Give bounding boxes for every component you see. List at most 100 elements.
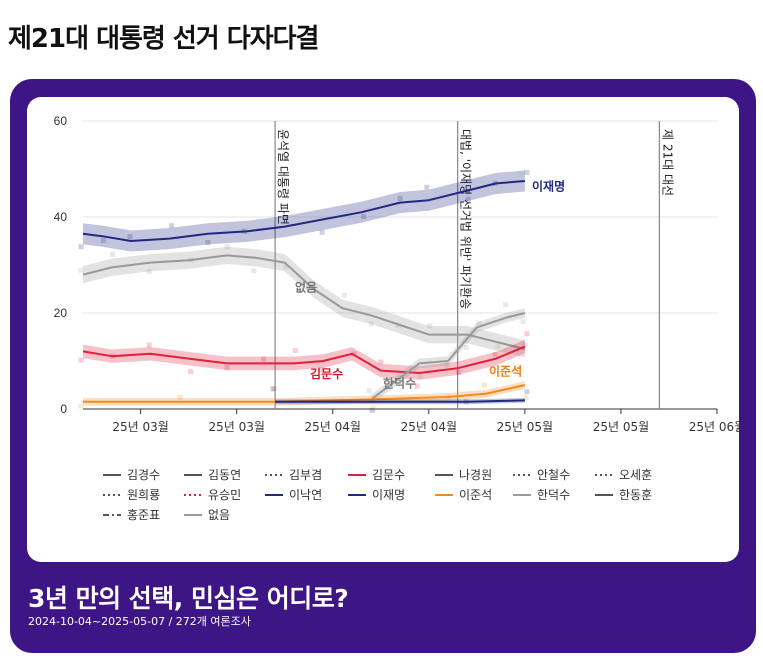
poll-point bbox=[424, 184, 430, 190]
x-tick-label: 25년 05월 bbox=[497, 420, 553, 434]
series-line bbox=[82, 180, 525, 242]
poll-point bbox=[492, 351, 498, 357]
poll-point bbox=[503, 302, 509, 308]
legend-label: 이재명 bbox=[372, 488, 405, 502]
poll-point bbox=[520, 319, 526, 325]
series-line bbox=[83, 384, 526, 403]
poll-point bbox=[369, 407, 375, 413]
poll-point bbox=[366, 388, 372, 394]
poll-point bbox=[341, 292, 347, 298]
poll-point bbox=[378, 359, 384, 365]
poll-point bbox=[456, 370, 462, 376]
poll-point bbox=[481, 382, 487, 388]
x-tick-label: 25년 04월 bbox=[401, 420, 457, 434]
poll-point bbox=[368, 321, 374, 327]
series-line bbox=[82, 345, 526, 374]
event-label: 대법, '이재명 선거법 위반' 파기환송 bbox=[459, 129, 473, 309]
legend-label: 안철수 bbox=[537, 468, 570, 482]
poll-point bbox=[224, 244, 230, 250]
poll-point bbox=[146, 268, 152, 274]
legend-label: 유승민 bbox=[208, 488, 241, 502]
poll-point bbox=[78, 244, 84, 250]
poll-point bbox=[224, 365, 230, 371]
poll-point bbox=[522, 342, 528, 348]
poll-point bbox=[283, 264, 289, 270]
poll-point bbox=[417, 373, 423, 379]
poll-point bbox=[292, 347, 298, 353]
series-label: 이재명 bbox=[532, 179, 565, 194]
legend-label: 한덕수 bbox=[537, 488, 570, 502]
legend-label: 없음 bbox=[208, 508, 230, 522]
poll-point bbox=[270, 386, 276, 392]
poll-point bbox=[465, 196, 471, 202]
poll-point bbox=[319, 229, 325, 235]
x-tick-label: 25년 04월 bbox=[305, 420, 361, 434]
legend-label: 김동연 bbox=[208, 468, 241, 482]
series-label: 이준석 bbox=[489, 363, 522, 378]
y-tick-label: 40 bbox=[54, 210, 68, 224]
series-line bbox=[82, 254, 526, 350]
poll-point bbox=[414, 383, 420, 389]
poll-point bbox=[427, 323, 433, 329]
poll-point bbox=[495, 343, 501, 349]
series-label: 한덕수 bbox=[383, 375, 416, 390]
series-band bbox=[83, 170, 525, 252]
series-label: 김문수 bbox=[310, 366, 343, 381]
legend-label: 이준석 bbox=[459, 488, 492, 502]
legend-label: 오세훈 bbox=[619, 468, 652, 482]
poll-point bbox=[476, 320, 482, 326]
poll-point bbox=[351, 351, 357, 357]
poll-point bbox=[524, 389, 530, 395]
poll-point bbox=[524, 331, 530, 337]
series-band bbox=[83, 381, 525, 406]
x-tick-label: 25년 05월 bbox=[593, 420, 649, 434]
poll-point bbox=[205, 239, 211, 245]
series-line bbox=[370, 312, 526, 401]
poll-point bbox=[251, 268, 257, 274]
poll-point bbox=[361, 214, 367, 220]
x-tick-label: 25년 06월 bbox=[689, 420, 739, 434]
poll-point bbox=[370, 405, 376, 411]
poll-point bbox=[177, 394, 183, 400]
poll-point bbox=[310, 282, 316, 288]
poll-point bbox=[261, 356, 267, 362]
poll-point bbox=[444, 362, 450, 368]
legend-label: 이낙연 bbox=[289, 488, 322, 502]
x-tick-label: 25년 03월 bbox=[208, 420, 264, 434]
series-line bbox=[275, 399, 525, 403]
legend-label: 김문수 bbox=[372, 468, 405, 482]
series-band bbox=[83, 339, 525, 380]
poll-point bbox=[523, 395, 529, 401]
legend-label: 김부겸 bbox=[289, 468, 322, 482]
chart-panel: 0 20 40 60 25년 03월 25년 03월 25년 04월 25년 04월 25년 0… bbox=[27, 97, 739, 562]
poll-point bbox=[397, 195, 403, 201]
poll-point bbox=[78, 267, 84, 273]
series-label: 없음 bbox=[295, 279, 317, 294]
y-tick-label: 60 bbox=[54, 114, 68, 128]
poll-point bbox=[463, 345, 469, 351]
poll-chart: 0 20 40 60 25년 03월 25년 03월 25년 04월 25년 04월 25년 0… bbox=[54, 114, 739, 522]
poll-point bbox=[168, 223, 174, 229]
poll-point bbox=[524, 169, 530, 175]
legend-label: 한동훈 bbox=[619, 488, 652, 502]
poll-point bbox=[78, 403, 84, 409]
series-band bbox=[371, 308, 525, 405]
x-tick-label: 25년 03월 bbox=[112, 420, 168, 434]
page-title: 제21대 대통령 선거 다자다결 bbox=[8, 24, 319, 54]
legend-label: 원희룡 bbox=[127, 488, 160, 502]
poll-point bbox=[188, 369, 194, 375]
event-label: 제 21대 대선 bbox=[660, 129, 674, 196]
legend-label: 홍준표 bbox=[127, 508, 160, 522]
event-label: 윤석열 대통령 파면 bbox=[276, 129, 290, 225]
card-subtitle: 2024-10-04~2025-05-07 / 272개 여론조사 bbox=[28, 615, 251, 628]
poll-point bbox=[271, 386, 277, 392]
poll-point bbox=[319, 367, 325, 373]
poll-point bbox=[283, 215, 289, 221]
chart-card: 0 20 40 60 25년 03월 25년 03월 25년 04월 25년 04월 25년 0… bbox=[10, 79, 756, 653]
poll-point bbox=[146, 342, 152, 348]
y-tick-label: 0 bbox=[60, 402, 67, 416]
card-headline: 3년 만의 선택, 민심은 어디로? bbox=[28, 584, 349, 613]
poll-point bbox=[100, 238, 106, 244]
legend-label: 김경수 bbox=[127, 468, 160, 482]
poll-point bbox=[78, 357, 84, 363]
